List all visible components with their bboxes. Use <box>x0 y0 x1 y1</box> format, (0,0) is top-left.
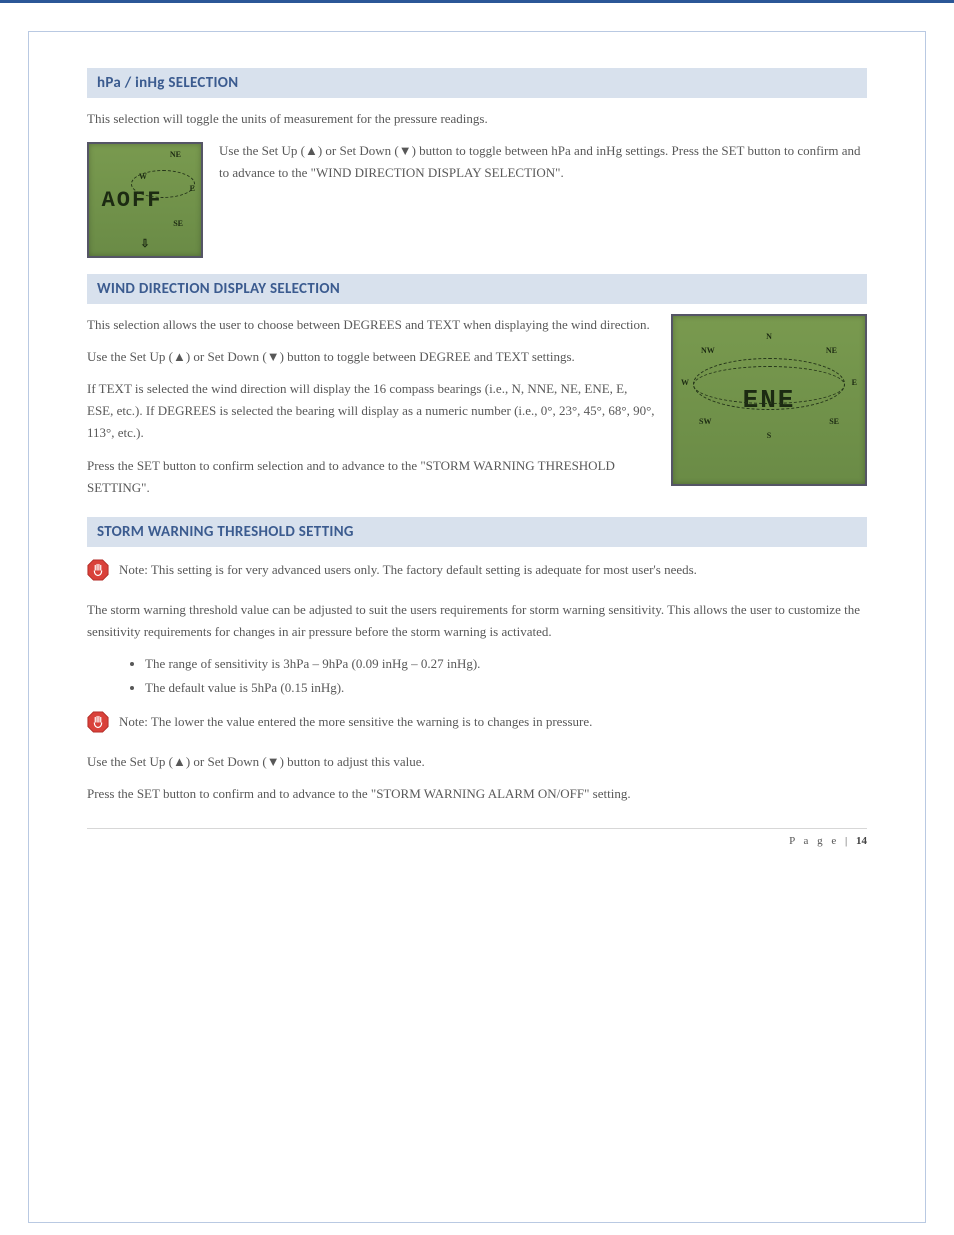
triangle-down-icon: ▼ <box>267 754 280 769</box>
triangle-down-icon: ▼ <box>399 143 412 158</box>
hpa-p1: This selection will toggle the units of … <box>87 108 867 130</box>
lcd-display-aoff: NE E SE W AOFF ⇩ <box>87 142 203 258</box>
triangle-up-icon: ▲ <box>305 143 318 158</box>
storm-p2: Use the Set Up (▲) or Set Down (▼) butto… <box>87 751 867 773</box>
page-footer: P a g e | 14 <box>87 835 867 847</box>
page-number: 14 <box>856 835 867 847</box>
section-heading-hpa: hPa / inHg SELECTION <box>87 68 867 98</box>
stop-hand-icon <box>87 711 109 733</box>
storm-p1: The storm warning threshold value can be… <box>87 599 867 643</box>
triangle-up-icon: ▲ <box>173 349 186 364</box>
storm-bullet-2: The default value is 5hPa (0.15 inHg). <box>145 677 867 699</box>
section-heading-wind: WIND DIRECTION DISPLAY SELECTION <box>87 274 867 304</box>
triangle-up-icon: ▲ <box>173 754 186 769</box>
storm-bullet-1: The range of sensitivity is 3hPa – 9hPa … <box>145 653 867 675</box>
storm-note2: Note: The lower the value entered the mo… <box>119 711 592 733</box>
section-heading-storm: STORM WARNING THRESHOLD SETTING <box>87 517 867 547</box>
triangle-down-icon: ▼ <box>267 349 280 364</box>
hpa-p2: Use the Set Up (▲) or Set Down (▼) butto… <box>87 140 867 184</box>
stop-hand-icon <box>87 559 109 581</box>
lcd-display-ene: N NE E SE S SW W NW ENE <box>671 314 867 486</box>
storm-note1: Note: This setting is for very advanced … <box>119 559 697 581</box>
page-label: P a g e | <box>789 835 856 847</box>
footer-rule <box>87 828 867 829</box>
storm-bullets: The range of sensitivity is 3hPa – 9hPa … <box>87 653 867 699</box>
storm-p3: Press the SET button to confirm and to a… <box>87 783 867 805</box>
